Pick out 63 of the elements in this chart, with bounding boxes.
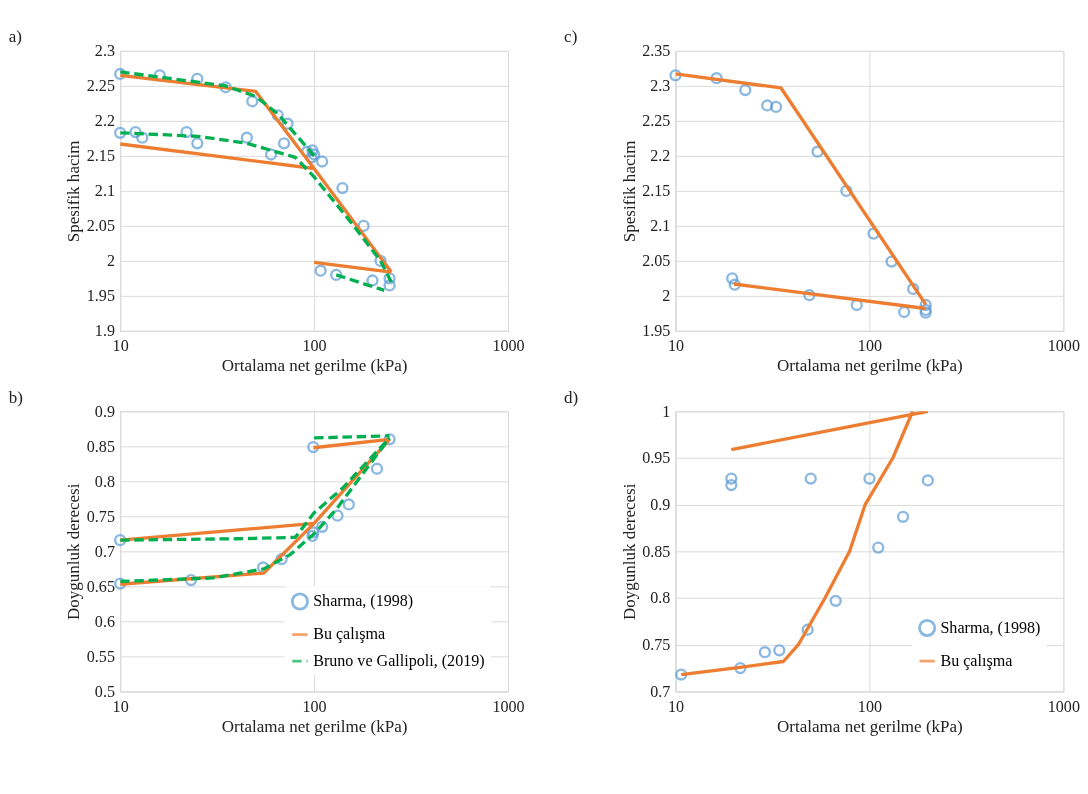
x-tick-label: 1000 bbox=[492, 697, 525, 715]
y-tick-label: 1 bbox=[662, 402, 671, 420]
y-tick-label: 2.25 bbox=[86, 77, 115, 95]
y-tick-label: 0.75 bbox=[86, 507, 115, 525]
y-tick-label: 0.7 bbox=[94, 542, 115, 560]
x-axis-title: Ortalama net gerilme (kPa) bbox=[221, 356, 408, 376]
y-tick-label: 2.1 bbox=[650, 217, 671, 235]
x-axis-title: Ortalama net gerilme (kPa) bbox=[777, 716, 963, 736]
y-tick-label: 0.8 bbox=[94, 472, 115, 490]
y-axis-title: Doygunluk derecesi bbox=[619, 483, 639, 621]
legend-label: Bruno ve Gallipoli, (2019) bbox=[313, 651, 485, 670]
chart-title: d) bbox=[564, 387, 579, 407]
x-tick-label: 10 bbox=[112, 697, 129, 715]
chart-title: b) bbox=[8, 387, 23, 407]
x-tick-label: 10 bbox=[112, 337, 129, 355]
chart-title: a) bbox=[8, 27, 22, 47]
y-tick-label: 2.1 bbox=[94, 182, 115, 200]
y-tick-label: 2.05 bbox=[642, 252, 671, 270]
y-tick-label: 2.15 bbox=[86, 147, 115, 165]
y-tick-label: 0.9 bbox=[650, 495, 671, 513]
y-tick-label: 2.35 bbox=[642, 42, 671, 60]
x-tick-label: 100 bbox=[302, 697, 327, 715]
x-tick-label: 100 bbox=[857, 697, 882, 715]
y-tick-label: 2.3 bbox=[94, 42, 115, 60]
x-tick-label: 1000 bbox=[492, 337, 525, 355]
y-tick-label: 2.3 bbox=[650, 77, 671, 95]
y-tick-label: 2.15 bbox=[642, 182, 671, 200]
y-tick-label: 0.6 bbox=[94, 612, 115, 630]
y-axis-title: Spesifik hacim bbox=[619, 140, 639, 243]
y-tick-label: 0.85 bbox=[642, 542, 671, 560]
y-tick-label: 1.95 bbox=[86, 287, 115, 305]
y-tick-label: 2 bbox=[662, 287, 671, 305]
y-axis-title: Spesifik hacim bbox=[64, 140, 84, 243]
x-tick-label: 100 bbox=[857, 337, 882, 355]
legend-label: Bu çalışma bbox=[313, 625, 386, 644]
x-tick-label: 1000 bbox=[1047, 697, 1080, 715]
y-tick-label: 0.65 bbox=[86, 577, 115, 595]
y-tick-label: 0.75 bbox=[642, 635, 671, 653]
y-tick-label: 0.5 bbox=[94, 682, 115, 700]
y-tick-label: 2 bbox=[106, 252, 115, 270]
x-tick-label: 1000 bbox=[1047, 337, 1080, 355]
y-tick-label: 1.9 bbox=[94, 322, 115, 340]
x-tick-label: 100 bbox=[302, 337, 327, 355]
y-axis-title: Doygunluk derecesi bbox=[64, 483, 84, 621]
y-tick-label: 0.9 bbox=[94, 402, 115, 420]
x-axis-title: Ortalama net gerilme (kPa) bbox=[221, 716, 408, 736]
legend-label: Bu çalışma bbox=[940, 651, 1013, 670]
y-tick-label: 0.8 bbox=[650, 589, 671, 607]
y-tick-label: 2.25 bbox=[642, 112, 671, 130]
y-tick-label: 1.95 bbox=[642, 322, 671, 340]
x-tick-label: 10 bbox=[667, 697, 685, 715]
y-tick-label: 2.2 bbox=[650, 147, 671, 165]
y-tick-label: 0.85 bbox=[86, 437, 115, 455]
y-tick-label: 0.95 bbox=[642, 449, 671, 467]
y-tick-label: 2.05 bbox=[86, 217, 115, 235]
chart-title: c) bbox=[564, 27, 578, 47]
x-tick-label: 10 bbox=[667, 337, 685, 355]
y-tick-label: 2.2 bbox=[94, 112, 115, 130]
x-axis-title: Ortalama net gerilme (kPa) bbox=[777, 356, 963, 376]
legend-label: Sharma, (1998) bbox=[313, 592, 414, 611]
legend-label: Sharma, (1998) bbox=[940, 618, 1041, 637]
y-tick-label: 0.7 bbox=[650, 682, 671, 700]
y-tick-label: 0.55 bbox=[86, 647, 115, 665]
